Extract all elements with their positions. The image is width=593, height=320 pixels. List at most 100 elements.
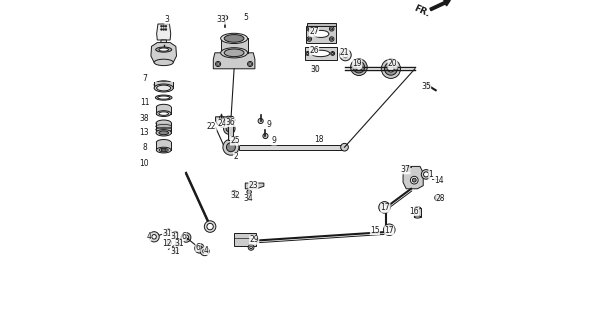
Ellipse shape bbox=[156, 120, 171, 126]
Bar bbox=[407, 166, 411, 167]
Bar bbox=[306, 26, 336, 43]
Text: 34: 34 bbox=[243, 194, 253, 203]
Text: 1: 1 bbox=[429, 170, 433, 179]
Circle shape bbox=[435, 195, 441, 201]
Circle shape bbox=[306, 52, 310, 55]
Circle shape bbox=[152, 235, 157, 239]
Text: 20: 20 bbox=[388, 60, 397, 68]
Circle shape bbox=[174, 248, 177, 251]
Circle shape bbox=[258, 118, 263, 124]
Text: 33: 33 bbox=[216, 15, 226, 24]
Circle shape bbox=[436, 196, 439, 199]
Text: 29: 29 bbox=[250, 236, 259, 244]
Circle shape bbox=[165, 229, 172, 236]
Text: 13: 13 bbox=[140, 128, 149, 137]
Ellipse shape bbox=[311, 50, 330, 57]
Circle shape bbox=[225, 119, 227, 121]
Circle shape bbox=[197, 246, 202, 251]
Text: 35: 35 bbox=[421, 82, 431, 91]
Text: 31: 31 bbox=[170, 247, 180, 256]
Polygon shape bbox=[157, 142, 171, 150]
Circle shape bbox=[356, 64, 362, 70]
Circle shape bbox=[247, 61, 253, 67]
Text: 22: 22 bbox=[207, 122, 216, 131]
Text: 17: 17 bbox=[381, 204, 390, 212]
Circle shape bbox=[423, 172, 429, 177]
Circle shape bbox=[314, 67, 317, 70]
Ellipse shape bbox=[221, 33, 247, 44]
Ellipse shape bbox=[157, 85, 171, 91]
Circle shape bbox=[227, 117, 229, 119]
Ellipse shape bbox=[158, 96, 170, 99]
Ellipse shape bbox=[157, 104, 171, 110]
Circle shape bbox=[412, 178, 416, 182]
Ellipse shape bbox=[155, 95, 172, 100]
Text: 9: 9 bbox=[272, 136, 276, 145]
Polygon shape bbox=[161, 40, 167, 45]
Text: 5: 5 bbox=[243, 13, 248, 22]
Ellipse shape bbox=[221, 48, 247, 58]
Text: 6: 6 bbox=[196, 243, 200, 252]
Circle shape bbox=[249, 63, 251, 65]
Text: 21: 21 bbox=[340, 48, 349, 57]
Polygon shape bbox=[215, 117, 234, 127]
Ellipse shape bbox=[156, 130, 171, 136]
Circle shape bbox=[381, 59, 400, 78]
Circle shape bbox=[331, 52, 334, 55]
Circle shape bbox=[215, 61, 221, 67]
Circle shape bbox=[224, 118, 228, 122]
Ellipse shape bbox=[224, 35, 244, 42]
Polygon shape bbox=[156, 123, 171, 133]
Ellipse shape bbox=[154, 84, 173, 92]
Circle shape bbox=[307, 37, 311, 41]
Circle shape bbox=[223, 15, 228, 20]
Circle shape bbox=[387, 227, 392, 232]
Polygon shape bbox=[238, 145, 345, 150]
Text: 9: 9 bbox=[267, 120, 272, 129]
Text: 4: 4 bbox=[146, 232, 151, 241]
Text: 12: 12 bbox=[162, 239, 171, 248]
Text: 19: 19 bbox=[352, 60, 362, 68]
Circle shape bbox=[330, 37, 334, 41]
Circle shape bbox=[388, 66, 394, 72]
Circle shape bbox=[410, 176, 418, 184]
Circle shape bbox=[227, 143, 235, 152]
Ellipse shape bbox=[159, 48, 168, 51]
Circle shape bbox=[307, 27, 311, 31]
Circle shape bbox=[219, 116, 223, 120]
Text: 31: 31 bbox=[174, 239, 184, 248]
Circle shape bbox=[167, 231, 170, 234]
Polygon shape bbox=[415, 208, 420, 217]
Polygon shape bbox=[246, 183, 264, 189]
Text: FR.: FR. bbox=[412, 4, 431, 19]
Text: 16: 16 bbox=[409, 207, 419, 216]
Circle shape bbox=[173, 246, 178, 252]
Circle shape bbox=[165, 28, 167, 30]
Circle shape bbox=[174, 233, 177, 236]
Circle shape bbox=[162, 28, 165, 30]
Text: 2: 2 bbox=[233, 152, 238, 161]
Text: 30: 30 bbox=[310, 65, 320, 74]
Bar bbox=[307, 23, 336, 26]
Circle shape bbox=[308, 28, 310, 30]
Ellipse shape bbox=[159, 112, 168, 115]
Circle shape bbox=[161, 28, 162, 30]
Circle shape bbox=[167, 241, 170, 244]
Circle shape bbox=[227, 116, 235, 124]
Bar bbox=[304, 47, 336, 60]
Circle shape bbox=[331, 38, 333, 40]
Circle shape bbox=[203, 249, 206, 253]
Ellipse shape bbox=[154, 81, 173, 89]
Circle shape bbox=[384, 62, 397, 75]
Text: 6: 6 bbox=[181, 232, 186, 241]
Circle shape bbox=[340, 49, 351, 61]
FancyArrow shape bbox=[430, 0, 450, 11]
Text: 31: 31 bbox=[162, 229, 172, 238]
Circle shape bbox=[223, 139, 239, 155]
Circle shape bbox=[384, 224, 395, 236]
Ellipse shape bbox=[157, 140, 171, 145]
Text: 10: 10 bbox=[140, 159, 149, 168]
Text: 24: 24 bbox=[218, 119, 227, 128]
Text: 7: 7 bbox=[142, 74, 147, 83]
Ellipse shape bbox=[415, 216, 420, 218]
